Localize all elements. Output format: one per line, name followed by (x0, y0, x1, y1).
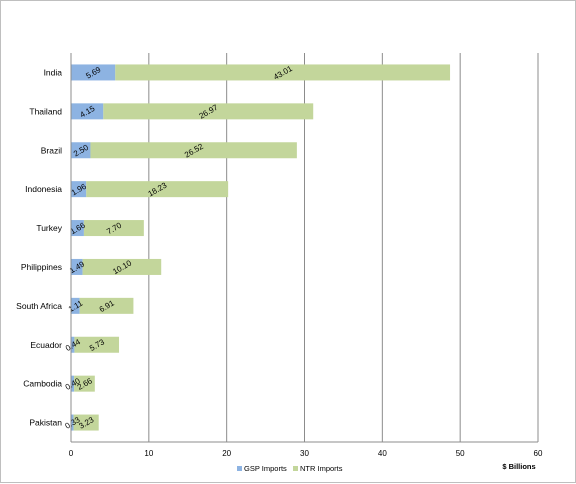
x-tick-label: 30 (300, 449, 309, 458)
x-tick-label: 40 (378, 449, 387, 458)
bar-gsp (71, 103, 104, 120)
x-tick-label: 50 (456, 449, 465, 458)
bar-ntr (90, 142, 297, 159)
legend-label: NTR Imports (300, 464, 343, 473)
bar-gsp (71, 258, 83, 275)
bar-gsp (71, 336, 75, 353)
x-tick-label: 0 (69, 449, 74, 458)
legend: GSP Imports NTR Imports (237, 464, 343, 473)
legend-label: GSP Imports (244, 464, 287, 473)
bar-gsp (71, 64, 116, 81)
unit-label: $ Billions (502, 462, 535, 471)
x-tick-label: 10 (144, 449, 153, 458)
bar-ntr (82, 258, 162, 275)
bar-ntr (103, 103, 314, 120)
category-label: Turkey (36, 223, 62, 233)
category-label: Thailand (29, 106, 62, 116)
x-tick-label: 20 (222, 449, 231, 458)
category-label: Pakistan (29, 418, 62, 428)
bar-gsp (71, 297, 80, 314)
bar-ntr (79, 297, 134, 314)
category-label: South Africa (16, 301, 62, 311)
category-label: India (44, 67, 63, 77)
category-label: Cambodia (23, 379, 62, 389)
bar-gsp (71, 375, 75, 392)
bar-ntr (86, 181, 229, 198)
bars (71, 64, 451, 431)
category-label: Ecuador (30, 340, 62, 350)
legend-swatch (293, 466, 298, 471)
legend-swatch (237, 466, 242, 471)
x-tick-label: 60 (534, 449, 543, 458)
bar-ntr (74, 375, 95, 392)
category-label: Indonesia (25, 184, 62, 194)
bar-gsp (71, 181, 87, 198)
category-label: Brazil (41, 145, 62, 155)
axes: 0 10 20 30 40 50 60 India Thailand Brazil Indonesi… (16, 53, 543, 471)
bar-ntr (73, 414, 99, 431)
bar-gsp (71, 220, 84, 237)
bar-gsp (71, 142, 91, 159)
category-label: Philippines (21, 262, 62, 272)
bar-ntr (115, 64, 451, 81)
bar-ntr (83, 220, 144, 237)
bar-ntr (74, 336, 120, 353)
bar-gsp (71, 414, 74, 431)
